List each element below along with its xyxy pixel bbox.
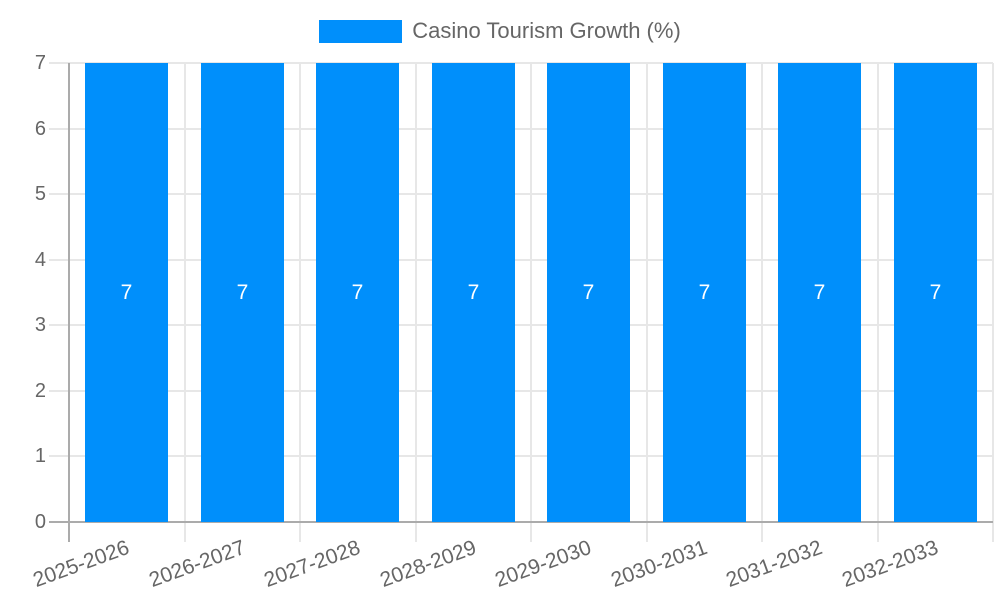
bar[interactable]: 7 (894, 63, 977, 522)
bar[interactable]: 7 (316, 63, 399, 522)
y-axis-tick (49, 127, 69, 130)
y-axis-tick (49, 389, 69, 392)
v-gridline (530, 63, 532, 522)
bar-data-label: 7 (929, 281, 942, 304)
y-axis-tick (49, 521, 69, 523)
bar[interactable]: 7 (432, 63, 515, 522)
x-axis-tick (299, 522, 301, 542)
y-axis-tick (49, 62, 69, 64)
x-axis-tick (876, 522, 879, 542)
bar-data-label: 7 (698, 281, 711, 304)
x-axis-label: 2027-2028 (261, 536, 364, 592)
y-axis-label: 0 (34, 511, 46, 533)
x-axis-label: 2029-2030 (492, 536, 595, 592)
bar-data-label: 7 (120, 281, 133, 304)
bar-data-label: 7 (813, 281, 826, 304)
x-axis-label: 2028-2029 (376, 536, 480, 592)
v-gridline (992, 63, 994, 522)
x-axis-tick (414, 522, 417, 542)
y-axis-label: 2 (34, 379, 46, 402)
bar-data-label: 7 (351, 281, 364, 304)
bar[interactable]: 7 (778, 63, 861, 522)
v-gridline (876, 63, 879, 522)
x-axis-tick (183, 522, 186, 542)
y-axis-label: 3 (34, 314, 46, 337)
x-axis-label: 2026-2027 (145, 536, 249, 592)
x-axis-label: 2025-2026 (30, 536, 133, 592)
bar[interactable]: 7 (201, 63, 284, 522)
legend-item[interactable]: Casino Tourism Growth (%) (319, 19, 681, 43)
v-gridline (183, 63, 186, 522)
bar[interactable]: 7 (663, 63, 746, 522)
x-axis-tick (992, 522, 994, 542)
legend-label: Casino Tourism Growth (%) (412, 18, 681, 43)
legend-swatch-icon (319, 19, 403, 43)
x-axis-label: 2030-2031 (607, 536, 711, 592)
v-gridline (299, 63, 301, 522)
v-gridline (414, 63, 417, 522)
x-axis-tick (530, 522, 532, 542)
x-axis-label: 2031-2032 (723, 536, 826, 592)
y-axis-tick (49, 455, 69, 458)
bar-data-label: 7 (236, 281, 249, 304)
x-axis-tick (68, 522, 70, 542)
y-axis-label: 7 (34, 52, 46, 74)
y-axis-tick (49, 258, 69, 261)
y-axis-tick (49, 193, 69, 196)
v-gridline (645, 63, 648, 522)
bar-data-label: 7 (582, 281, 595, 304)
y-axis-label: 6 (34, 117, 46, 140)
x-axis-tick (761, 522, 763, 542)
chart-legend: Casino Tourism Growth (%) (0, 19, 1000, 43)
y-axis-line (68, 63, 70, 522)
bar[interactable]: 7 (547, 63, 630, 522)
y-axis-tick (49, 324, 69, 327)
v-gridline (761, 63, 763, 522)
x-axis-label: 2032-2033 (838, 536, 942, 592)
y-axis-label: 5 (34, 183, 46, 206)
y-axis-label: 4 (34, 248, 46, 271)
bar[interactable]: 7 (85, 63, 168, 522)
x-axis-tick (645, 522, 648, 542)
bar-data-label: 7 (467, 281, 480, 304)
x-axis-line (69, 521, 993, 523)
y-axis-label: 1 (34, 445, 46, 468)
